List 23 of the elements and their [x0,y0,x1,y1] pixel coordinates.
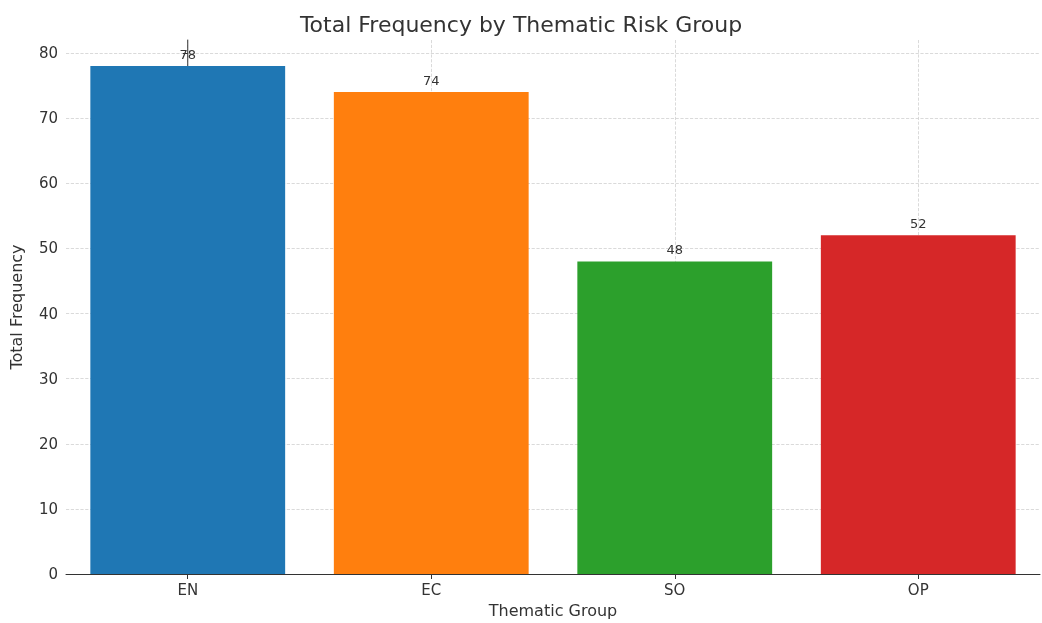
x-axis-title: Thematic Group [487,600,618,620]
bar [90,66,286,574]
data-label: 48 [666,242,684,258]
y-tick-label: 10 [38,499,58,518]
x-tick-label: SO [664,580,686,599]
y-tick-label: 70 [38,109,58,128]
y-tick-label: 0 [48,565,58,583]
y-tick-label: 20 [38,434,58,453]
y-tick-label: 60 [38,174,58,193]
x-tick-label: EN [177,580,199,599]
y-tick-label: 40 [38,304,58,323]
chart-title: Total Frequency by Thematic Risk Group [298,11,743,37]
x-tick-label: OP [907,580,929,599]
bar [577,261,773,574]
y-tick-label: 50 [38,239,58,258]
y-tick-label: 80 [38,44,58,63]
data-label: 52 [909,216,927,232]
x-tick-label: EC [421,580,442,599]
bar [820,235,1016,574]
bar [333,92,529,574]
y-axis-title: Total Frequency [6,244,26,371]
data-label: 74 [422,73,440,89]
y-tick-label: 30 [38,369,58,388]
